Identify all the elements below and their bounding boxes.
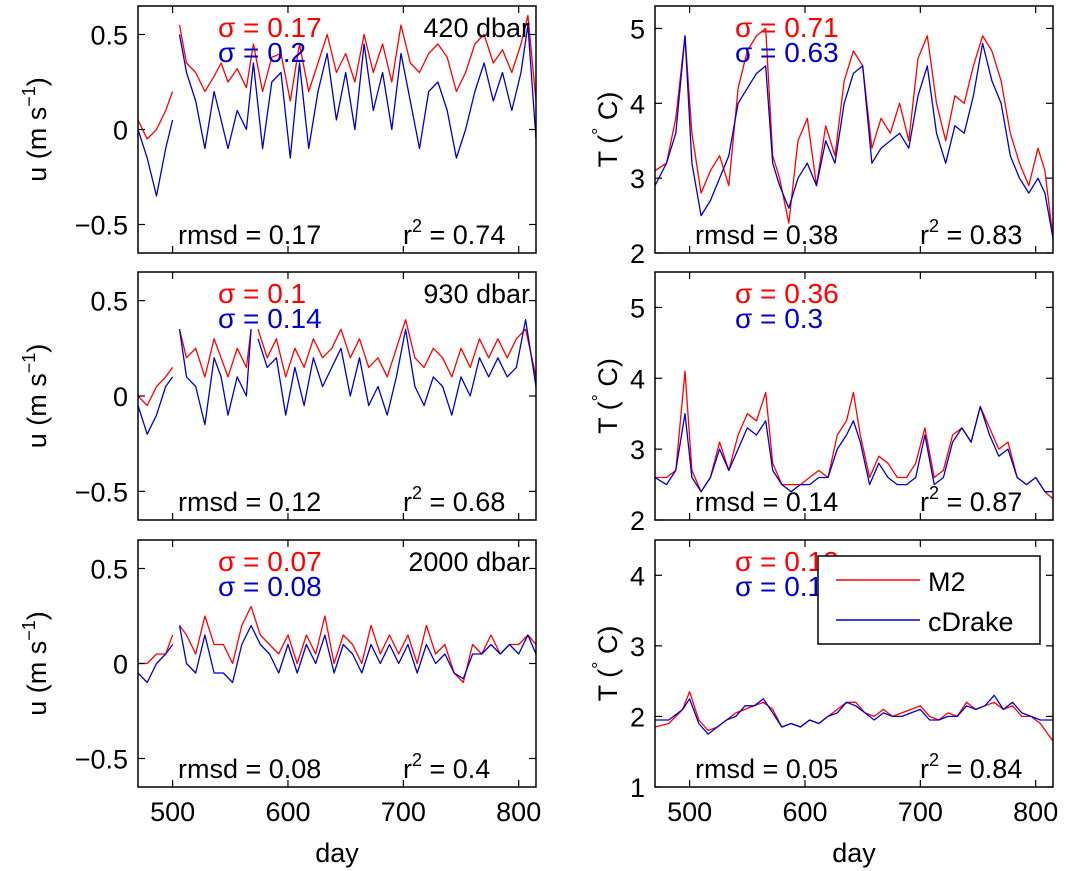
y-tick-label: −0.5	[75, 745, 128, 775]
y-tick-label: 2	[630, 239, 645, 269]
x-tick-label: 600	[782, 797, 827, 827]
y-tick-label: 3	[630, 435, 645, 465]
x-tick-label: 700	[381, 797, 426, 827]
panel-u-2000: 500 600 700 800 −0.5 0 0.5 u (m s−1) day σ = 0.07…	[19, 539, 541, 868]
y-tick-label: 3	[630, 164, 645, 194]
series-line-m2	[138, 319, 536, 407]
y-tick-label: 0	[113, 650, 128, 680]
r2-label: r2 = 0.84	[920, 750, 1022, 784]
axes-frame	[654, 5, 1054, 254]
r2-label: r2 = 0.4	[403, 750, 490, 784]
sigma-m2-label: σ = 0.17	[218, 12, 322, 43]
sigma-m2-label: σ = 0.71	[735, 12, 839, 43]
y-tick-label: 4	[630, 364, 645, 394]
series-line-cdrake	[138, 624, 536, 684]
y-tick-label: 5	[630, 293, 645, 323]
r2-label: r2 = 0.83	[920, 216, 1022, 250]
y-tick-label: 4	[630, 561, 645, 591]
legend-label-m2: M2	[928, 567, 966, 597]
y-tick-label: 0.5	[90, 21, 128, 51]
legend-box	[817, 555, 1041, 645]
y-tick-label: −0.5	[75, 211, 128, 241]
series-line-m2	[138, 605, 536, 684]
r2-label: r2 = 0.74	[403, 216, 505, 250]
x-tick-label: 700	[898, 797, 943, 827]
sigma-m2-label: σ = 0.07	[218, 546, 322, 577]
y-tick-label: −0.5	[75, 477, 128, 507]
y-tick-label: 0.5	[90, 555, 128, 585]
rmsd-label: rmsd = 0.17	[178, 220, 321, 250]
x-tick-label: 500	[667, 797, 712, 827]
sigma-m2-label: σ = 0.36	[735, 278, 839, 309]
sigma-cdrake-label: σ = 0.14	[218, 303, 322, 334]
y-tick-label: 0	[113, 116, 128, 146]
depth-label: 930 dbar	[423, 279, 530, 309]
y-axis-label: T (° C)	[589, 92, 623, 168]
y-tick-label: 2	[630, 702, 645, 732]
series-line-cdrake	[655, 405, 1053, 493]
y-axis-label: u (m s−1)	[19, 77, 52, 182]
series-line-cdrake	[655, 694, 1053, 735]
y-tick-label: 5	[630, 14, 645, 44]
y-tick-label: 0	[113, 382, 128, 412]
series-line-m2	[655, 370, 1053, 500]
x-axis-label: day	[315, 838, 359, 868]
sigma-cdrake-label: σ = 0.2	[218, 37, 306, 68]
sigma-cdrake-label: σ = 0.08	[218, 571, 322, 602]
x-tick-label: 500	[150, 797, 195, 827]
rmsd-label: rmsd = 0.08	[178, 754, 321, 784]
y-tick-label: 4	[630, 89, 645, 119]
sigma-cdrake-label: σ = 0.3	[735, 303, 823, 334]
series-line-cdrake	[138, 24, 536, 197]
y-tick-label: 2	[630, 506, 645, 536]
series-line-m2	[138, 14, 536, 140]
y-tick-label: 0.5	[90, 287, 128, 317]
y-axis-label: u (m s−1)	[19, 611, 52, 716]
depth-label: 2000 dbar	[408, 547, 530, 577]
series-line-m2	[655, 691, 1053, 742]
rmsd-label: rmsd = 0.14	[695, 487, 838, 517]
axes-frame	[654, 271, 1054, 521]
y-axis-label: T (° C)	[589, 626, 623, 702]
legend-label-cdrake: cDrake	[928, 607, 1014, 637]
series-line-cdrake	[655, 35, 1053, 239]
series-line-m2	[655, 27, 1053, 239]
r2-label: r2 = 0.87	[920, 483, 1022, 517]
sigma-m2-label: σ = 0.1	[218, 278, 306, 309]
y-axis-label: u (m s−1)	[19, 344, 52, 449]
panel-u-420: −0.5 0 0.5 u (m s−1) σ = 0.17σ = 0.2 420 dbar…	[19, 5, 537, 254]
x-tick-label: 800	[1013, 797, 1058, 827]
legend: M2 cDrake	[817, 555, 1041, 645]
depth-label: 420 dbar	[423, 13, 530, 43]
x-tick-label: 600	[265, 797, 310, 827]
y-axis-label: T (° C)	[589, 358, 623, 434]
axes-frame	[654, 539, 1054, 788]
r2-label: r2 = 0.68	[403, 483, 505, 517]
panel-u-930: −0.5 0 0.5 u (m s−1) σ = 0.1σ = 0.14 930 dbar…	[19, 271, 537, 521]
sigma-cdrake-label: σ = 0.63	[735, 37, 839, 68]
rmsd-label: rmsd = 0.05	[695, 754, 838, 784]
rmsd-label: rmsd = 0.12	[178, 487, 321, 517]
x-tick-label: 800	[496, 797, 541, 827]
series-line-cdrake	[138, 319, 536, 435]
x-axis-label: day	[832, 838, 876, 868]
panel-T-930: 2 3 4 5 T (° C) σ = 0.36σ = 0.3 rmsd = 0.14 r2 …	[589, 271, 1054, 536]
y-tick-label: 3	[630, 632, 645, 662]
panel-T-420: 2 3 4 5 T (° C) σ = 0.71σ = 0.63 rmsd = 0.38 r2…	[589, 5, 1054, 269]
y-tick-label: 1	[630, 773, 645, 803]
rmsd-label: rmsd = 0.38	[695, 220, 838, 250]
